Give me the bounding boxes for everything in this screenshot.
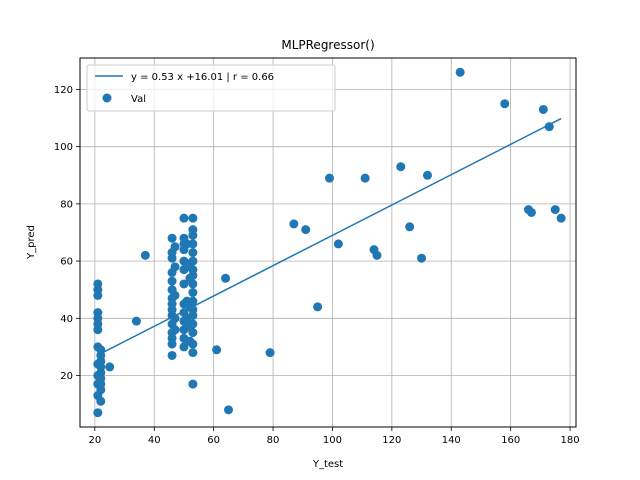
data-point [455,67,465,77]
data-point [538,104,548,114]
data-point [188,310,198,320]
data-point [188,239,198,249]
data-point [221,273,231,283]
x-tick-label: 80 [267,435,280,446]
data-point [131,316,141,326]
data-point [167,276,177,286]
x-tick-label: 160 [501,435,520,446]
x-tick-label: 20 [88,435,101,446]
data-point [188,279,198,289]
points-group [93,67,566,418]
data-point [396,162,406,172]
data-point [96,396,106,406]
data-point [188,270,198,280]
trend-line-group [100,117,562,355]
chart-title: MLPRegressor() [281,38,374,52]
data-point [188,319,198,329]
y-tick-label: 20 [60,371,73,382]
data-point [500,99,510,109]
data-point [167,233,177,243]
data-point [93,408,103,418]
data-point [188,248,198,258]
data-point [333,239,343,249]
data-point [422,170,432,180]
data-point [167,350,177,360]
data-point [179,279,189,289]
data-point [188,348,198,358]
x-tick-label: 140 [442,435,461,446]
data-point [188,256,198,266]
legend-marker-val [102,93,112,103]
data-point [544,122,554,132]
data-point [188,230,198,240]
data-point [417,253,427,263]
legend-label-trend: y = 0.53 x +16.01 | r = 0.66 [131,72,274,83]
x-tick-label: 40 [148,435,161,446]
data-point [167,253,177,263]
data-point [372,250,382,260]
y-ticks: 20 40 60 80 100 120 [54,85,80,382]
data-point [170,290,180,300]
data-point [188,288,198,298]
data-point [93,325,103,335]
data-point [167,339,177,349]
y-axis-label: Y_pred [26,225,37,260]
data-point [170,262,180,272]
x-tick-label: 60 [207,435,220,446]
data-point [405,222,415,232]
data-point [179,342,189,352]
data-point [289,219,299,229]
data-point [170,325,180,335]
data-point [188,379,198,389]
y-tick-label: 120 [54,85,73,96]
x-tick-label: 100 [323,435,342,446]
y-tick-label: 60 [60,257,73,268]
data-point [556,213,566,223]
y-tick-label: 40 [60,314,73,325]
x-tick-label: 120 [382,435,401,446]
data-point [224,405,234,415]
data-point [179,213,189,223]
y-tick-label: 80 [60,199,73,210]
data-point [188,328,198,338]
data-point [93,290,103,300]
x-tick-label: 180 [561,435,580,446]
data-point [301,225,311,235]
data-point [170,313,180,323]
data-point [105,362,115,372]
data-point [212,345,222,355]
data-point [140,250,150,260]
data-point [313,302,323,312]
data-point [550,205,560,215]
data-point [324,173,334,183]
data-point [188,339,198,349]
data-point [170,242,180,252]
data-point [188,296,198,306]
data-point [526,207,536,217]
plot-frame [79,57,577,428]
x-ticks: 20 40 60 80 100 120 140 160 180 [88,427,580,446]
legend-box [86,64,336,112]
data-point [360,173,370,183]
x-axis-label: Y_test [312,459,343,470]
y-tick-label: 100 [54,142,73,153]
data-point [96,385,106,395]
data-point [188,213,198,223]
data-point [265,348,275,358]
legend: y = 0.53 x +16.01 | r = 0.66 Val [86,64,336,112]
legend-label-val: Val [131,94,146,105]
trend-line [100,117,562,355]
